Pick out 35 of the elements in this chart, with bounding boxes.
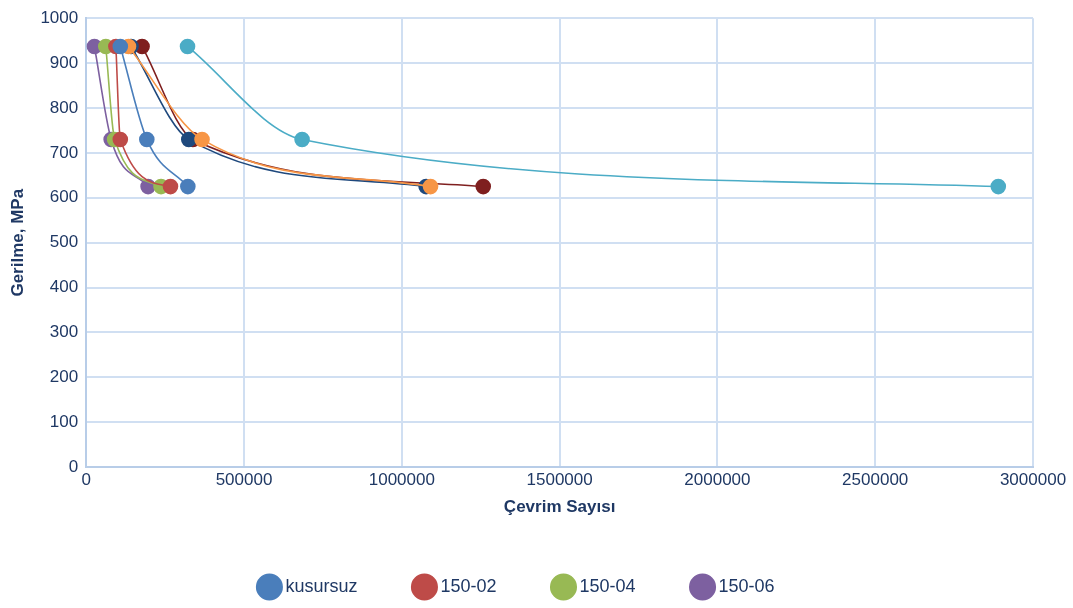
point	[475, 178, 492, 195]
y-tick-label: 300	[49, 322, 79, 342]
y-tick-label: 200	[49, 367, 79, 387]
y-tick-label: 800	[49, 97, 79, 117]
point	[162, 178, 179, 195]
legend-label: 150-06	[718, 575, 775, 596]
x-tick-label: 1000000	[368, 470, 435, 490]
point	[139, 131, 155, 148]
point	[194, 131, 210, 148]
y-tick-label: 700	[49, 142, 79, 162]
x-tick-label: 500000	[215, 470, 273, 490]
x-axis-title: Çevrim Sayısı	[503, 497, 616, 517]
point	[180, 178, 196, 195]
legend-label: 150-04	[579, 575, 636, 596]
point	[112, 131, 129, 148]
y-tick-label: 1000	[40, 7, 79, 27]
point	[179, 38, 196, 55]
y-tick-label: 400	[49, 277, 79, 297]
point	[422, 178, 439, 195]
x-tick-label: 3000000	[999, 470, 1067, 490]
legend-label: 150-02	[440, 575, 497, 596]
point	[294, 131, 310, 148]
y-tick-label: 0	[68, 456, 79, 476]
y-tick-label: 500	[49, 232, 79, 252]
point	[112, 38, 129, 55]
x-tick-label: 1500000	[526, 470, 593, 490]
legend-label: kusursuz	[285, 575, 358, 596]
point	[990, 178, 1007, 195]
y-axis-title: Gerilme, MPa	[7, 188, 27, 297]
y-tick-label: 600	[49, 187, 79, 207]
point	[180, 131, 197, 148]
y-tick-label: 100	[49, 411, 79, 431]
x-tick-label: 2500000	[842, 470, 909, 490]
y-tick-label: 900	[49, 52, 79, 72]
x-tick-label: 2000000	[684, 470, 751, 490]
